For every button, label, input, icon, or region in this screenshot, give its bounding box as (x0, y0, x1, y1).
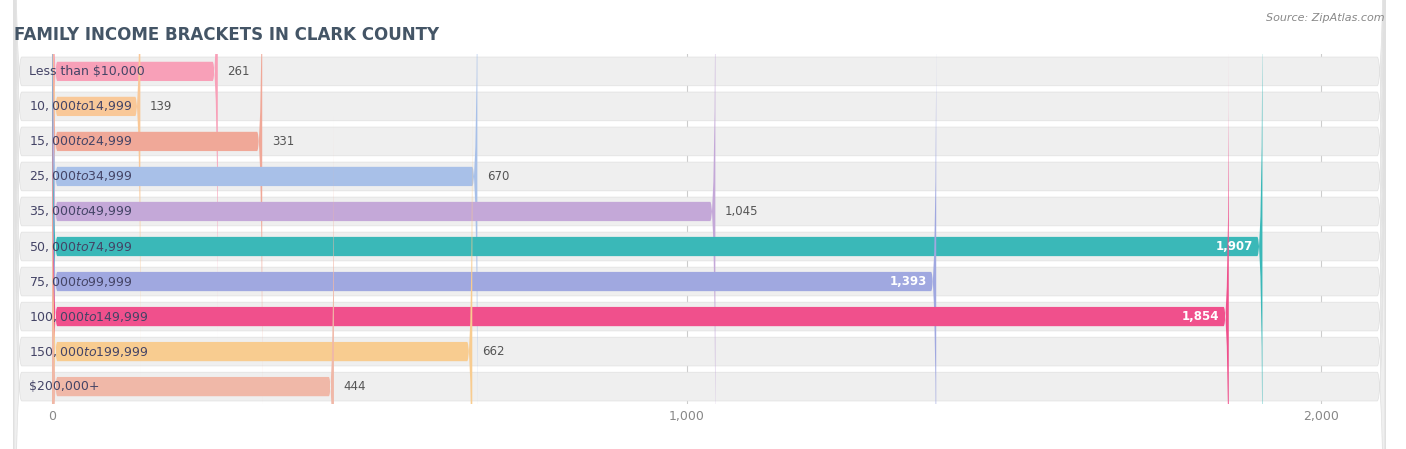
Text: 331: 331 (271, 135, 294, 148)
FancyBboxPatch shape (52, 81, 472, 449)
Text: $25,000 to $34,999: $25,000 to $34,999 (28, 169, 132, 184)
Text: 1,854: 1,854 (1182, 310, 1219, 323)
FancyBboxPatch shape (52, 11, 936, 449)
FancyBboxPatch shape (14, 0, 1385, 449)
Text: $100,000 to $149,999: $100,000 to $149,999 (28, 309, 148, 324)
Text: 1,907: 1,907 (1216, 240, 1253, 253)
FancyBboxPatch shape (14, 0, 1385, 449)
Text: $200,000+: $200,000+ (28, 380, 100, 393)
Text: 139: 139 (150, 100, 173, 113)
Text: Less than $10,000: Less than $10,000 (28, 65, 145, 78)
FancyBboxPatch shape (52, 0, 1263, 449)
Text: $15,000 to $24,999: $15,000 to $24,999 (28, 134, 132, 149)
FancyBboxPatch shape (14, 0, 1385, 449)
Text: 662: 662 (482, 345, 505, 358)
FancyBboxPatch shape (52, 116, 335, 449)
Text: 1,045: 1,045 (725, 205, 758, 218)
Text: 1,393: 1,393 (890, 275, 927, 288)
FancyBboxPatch shape (52, 46, 1229, 449)
Text: 261: 261 (228, 65, 250, 78)
Text: 444: 444 (343, 380, 366, 393)
FancyBboxPatch shape (14, 0, 1385, 449)
FancyBboxPatch shape (52, 0, 262, 412)
FancyBboxPatch shape (14, 0, 1385, 449)
FancyBboxPatch shape (14, 0, 1385, 449)
Text: Source: ZipAtlas.com: Source: ZipAtlas.com (1267, 13, 1385, 23)
Text: FAMILY INCOME BRACKETS IN CLARK COUNTY: FAMILY INCOME BRACKETS IN CLARK COUNTY (14, 26, 439, 44)
FancyBboxPatch shape (52, 0, 218, 342)
FancyBboxPatch shape (52, 0, 716, 449)
FancyBboxPatch shape (14, 0, 1385, 449)
Text: $50,000 to $74,999: $50,000 to $74,999 (28, 239, 132, 254)
FancyBboxPatch shape (52, 0, 141, 377)
FancyBboxPatch shape (14, 0, 1385, 449)
Text: $35,000 to $49,999: $35,000 to $49,999 (28, 204, 132, 219)
Text: $10,000 to $14,999: $10,000 to $14,999 (28, 99, 132, 114)
Text: $75,000 to $99,999: $75,000 to $99,999 (28, 274, 132, 289)
FancyBboxPatch shape (52, 0, 478, 447)
Text: 670: 670 (486, 170, 509, 183)
FancyBboxPatch shape (14, 0, 1385, 449)
Text: $150,000 to $199,999: $150,000 to $199,999 (28, 344, 148, 359)
FancyBboxPatch shape (14, 0, 1385, 449)
